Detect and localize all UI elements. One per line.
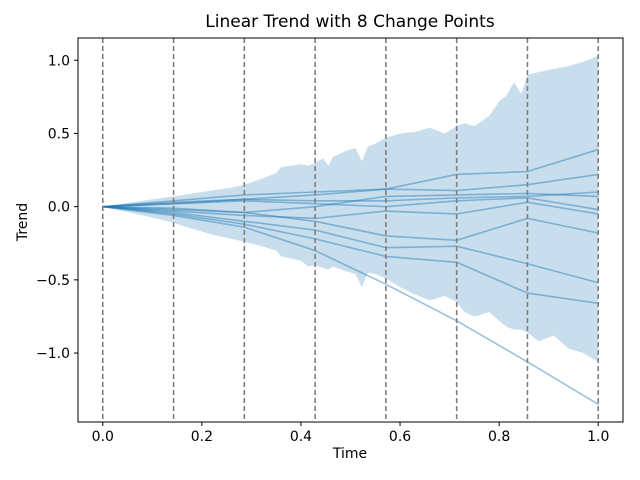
trend-sample-6-line bbox=[101, 201, 600, 220]
chart-title: Linear Trend with 8 Change Points bbox=[205, 12, 495, 32]
y-tick-label: 0.0 bbox=[48, 200, 70, 216]
trend-sample-7-line bbox=[101, 205, 600, 242]
x-tick-label: 0.6 bbox=[389, 429, 411, 445]
axes-layer bbox=[77, 37, 624, 423]
x-tick-label: 0.0 bbox=[92, 429, 114, 445]
trend-sample-8-line bbox=[101, 205, 600, 284]
y-tick-label: 1.0 bbox=[48, 53, 70, 69]
x-tick-label: 0.4 bbox=[290, 429, 312, 445]
x-tick-label: 0.8 bbox=[488, 429, 510, 445]
y-tick-label: −0.5 bbox=[36, 273, 70, 289]
trend-sample-9-line bbox=[101, 205, 600, 305]
trend-sample-2-line bbox=[101, 173, 600, 208]
uncertainty-band bbox=[102, 55, 599, 362]
trend-sample-3-line bbox=[101, 191, 600, 208]
trend-sample-5-line bbox=[101, 197, 600, 211]
uncertainty-band-layer bbox=[102, 55, 599, 362]
changepoint-lines-layer bbox=[101, 38, 600, 422]
x-axis-label: Time bbox=[332, 446, 367, 462]
x-tick-label: 0.2 bbox=[191, 429, 213, 445]
axes-spines bbox=[77, 37, 624, 423]
x-tick-label: 1.0 bbox=[587, 429, 609, 445]
ticks-layer: 0.0 0.2 0.4 0.6 0.8 1.0 1.0 0.5 0.0 −0.5 −1.0 bbox=[36, 53, 609, 445]
y-tick-label: 0.5 bbox=[48, 126, 70, 142]
trend-sample-4-line bbox=[101, 192, 600, 214]
trend-sample-1-line bbox=[101, 148, 600, 208]
trend-sample-lines-layer bbox=[101, 148, 600, 406]
y-tick-label: −1.0 bbox=[36, 346, 70, 362]
y-axis-label: Trend bbox=[15, 203, 31, 242]
trend-sample-10-line bbox=[101, 205, 600, 406]
